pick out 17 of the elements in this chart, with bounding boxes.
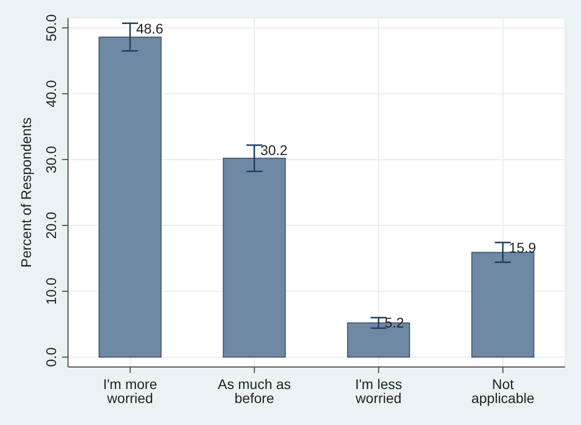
bar [471, 252, 534, 358]
y-tick-label: 50.0 [43, 14, 59, 42]
y-tick-label: 0.0 [43, 347, 59, 367]
data-label: 15.9 [508, 240, 536, 256]
x-tick-label: I'm less worried [354, 376, 402, 406]
y-tick-label: 10.0 [43, 277, 59, 305]
y-tick-label: 20.0 [43, 212, 59, 240]
data-label: 30.2 [260, 142, 288, 158]
data-label: 48.6 [136, 20, 164, 36]
y-axis-title: Percent of Respondents [18, 117, 34, 268]
x-tick-label: I'm more worried [103, 376, 158, 406]
y-tick-label: 30.0 [43, 146, 59, 174]
y-tick-label: 40.0 [43, 80, 59, 108]
x-tick-label: As much as before [218, 376, 291, 406]
bar [98, 36, 162, 358]
x-tick-label: Not applicable [471, 376, 535, 406]
bar [222, 158, 286, 358]
